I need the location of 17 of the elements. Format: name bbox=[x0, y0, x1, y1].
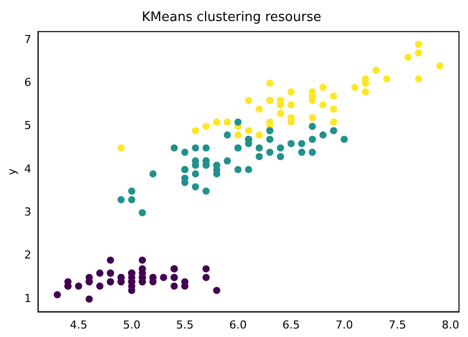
y-tick-label: 1 bbox=[24, 292, 32, 305]
x-tick-label: 6.5 bbox=[282, 318, 300, 332]
x-tick-label: 4.5 bbox=[70, 318, 88, 332]
x-tick-label: 6.0 bbox=[229, 318, 247, 332]
x-tick-label: 5.0 bbox=[122, 318, 140, 332]
x-tick-label: 8.0 bbox=[442, 318, 460, 332]
y-tick-label: 5 bbox=[24, 119, 32, 132]
y-axis-title: y bbox=[5, 168, 18, 175]
x-tick-label: 5.5 bbox=[176, 318, 194, 332]
x-tick-label: 7.0 bbox=[335, 318, 353, 332]
x-tick-label: 7.5 bbox=[388, 318, 406, 332]
chart-title: KMeans clustering resourse bbox=[142, 10, 322, 26]
y-tick-label: 2 bbox=[24, 248, 32, 262]
y-tick-label: 4 bbox=[24, 162, 32, 176]
y-tick-label: 6 bbox=[24, 76, 32, 90]
y-tick-label: 3 bbox=[24, 206, 32, 219]
y-tick-label: 7 bbox=[24, 32, 32, 46]
